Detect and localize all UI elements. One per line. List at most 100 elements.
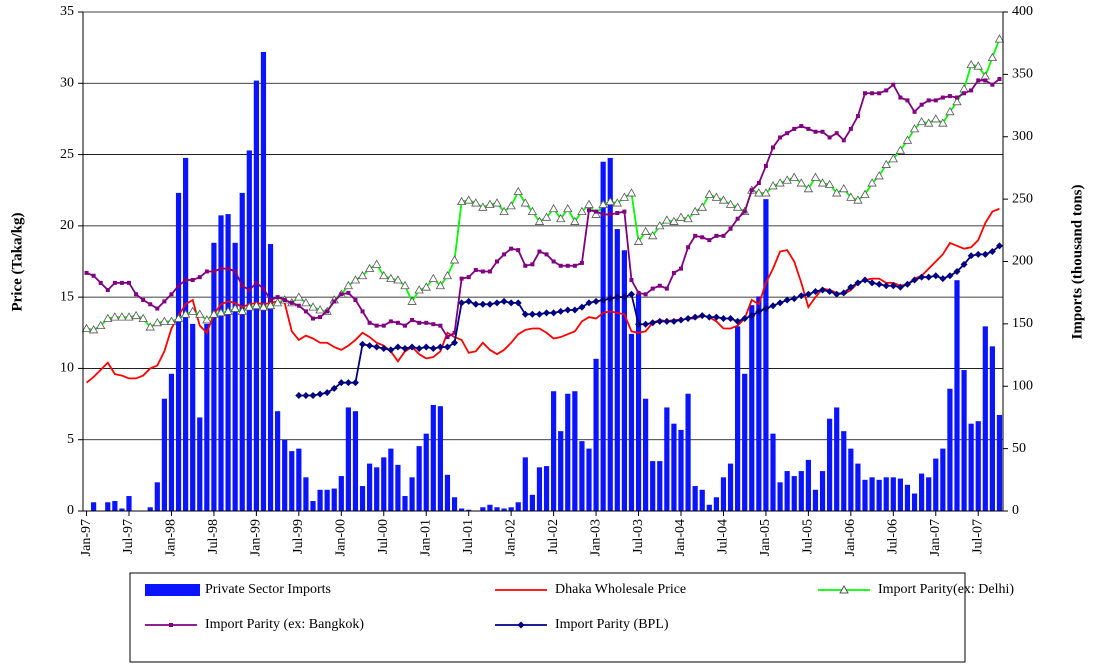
x-tick-label: Jul-07	[970, 519, 985, 554]
bar	[770, 433, 776, 511]
marker	[707, 238, 712, 243]
marker	[424, 320, 429, 325]
bar	[975, 421, 981, 511]
marker	[436, 343, 444, 351]
marker	[804, 290, 812, 298]
bar	[444, 474, 451, 511]
bar	[926, 477, 932, 511]
legend-label: Import Parity (ex: Bangkok)	[205, 617, 364, 632]
bar	[260, 51, 267, 512]
marker	[919, 102, 924, 107]
marker	[318, 315, 323, 320]
marker	[353, 297, 358, 302]
bar	[246, 150, 252, 511]
marker	[247, 288, 252, 293]
bar	[657, 461, 663, 511]
bar	[699, 489, 705, 511]
bar	[897, 478, 903, 511]
marker	[663, 317, 671, 325]
marker	[664, 286, 669, 291]
marker	[891, 82, 896, 87]
bar	[968, 423, 974, 511]
marker	[251, 300, 262, 310]
bar	[735, 326, 741, 511]
marker	[874, 171, 884, 180]
y-tick-label: 35	[60, 4, 74, 19]
marker	[981, 250, 989, 258]
bar	[784, 471, 790, 511]
marker	[734, 317, 742, 325]
marker	[155, 306, 160, 311]
marker	[521, 310, 529, 318]
marker	[867, 178, 877, 187]
bar	[904, 484, 911, 511]
bar	[543, 466, 550, 511]
marker	[315, 305, 325, 314]
marker	[301, 298, 311, 307]
marker	[451, 339, 459, 347]
bar	[515, 502, 521, 511]
marker	[926, 98, 931, 103]
marker	[769, 302, 777, 310]
marker	[230, 303, 240, 312]
x-tick-label: Jan-05	[758, 519, 773, 556]
marker	[820, 129, 825, 134]
marker	[556, 213, 566, 223]
marker	[599, 296, 607, 304]
bar	[890, 477, 896, 511]
bar	[650, 461, 656, 511]
marker	[732, 202, 743, 211]
marker	[642, 320, 650, 328]
marker	[407, 296, 417, 305]
bar	[628, 333, 635, 511]
bar	[168, 373, 175, 511]
bar	[91, 502, 97, 511]
marker	[898, 95, 903, 100]
bar	[996, 414, 1003, 511]
bar	[204, 323, 210, 511]
marker	[449, 255, 460, 264]
bar	[791, 476, 797, 511]
legend-box	[129, 572, 966, 663]
legend-label: Private Sector Imports	[205, 582, 331, 597]
bar	[876, 479, 882, 511]
bar	[466, 509, 472, 511]
marker	[627, 290, 635, 298]
bar	[819, 471, 826, 511]
marker	[712, 313, 720, 321]
bar	[459, 508, 465, 511]
marker	[947, 94, 952, 99]
marker	[782, 175, 792, 184]
marker	[670, 317, 678, 325]
bar	[749, 305, 755, 511]
marker	[387, 346, 395, 354]
marker	[725, 199, 736, 208]
marker	[819, 286, 827, 294]
marker	[309, 392, 317, 400]
bar	[183, 157, 189, 511]
marker	[608, 212, 613, 217]
marker	[833, 290, 841, 298]
bar	[154, 482, 160, 511]
bar	[367, 463, 373, 511]
marker	[832, 188, 842, 197]
marker	[282, 297, 287, 302]
marker	[877, 91, 882, 96]
bar	[834, 407, 840, 511]
marker	[401, 344, 409, 352]
bar	[529, 494, 535, 511]
bar	[919, 473, 925, 511]
marker	[905, 98, 910, 103]
marker	[105, 288, 110, 293]
marker	[506, 201, 516, 210]
marker	[360, 309, 365, 314]
marker	[925, 273, 933, 281]
marker	[438, 323, 443, 328]
marker	[735, 216, 740, 221]
marker	[152, 317, 162, 327]
marker	[202, 315, 212, 324]
marker	[493, 299, 501, 307]
bar	[720, 477, 727, 511]
marker	[796, 178, 806, 187]
